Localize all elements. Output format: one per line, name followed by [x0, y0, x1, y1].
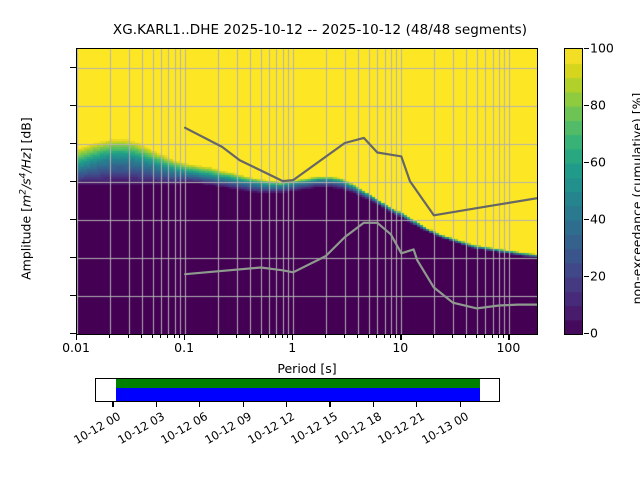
- x-tick-minor: [160, 335, 162, 338]
- colorbar-tick-label: 100: [590, 40, 614, 56]
- timeline-tick-mark: [242, 402, 244, 407]
- colorbar-tick-mark: [584, 219, 589, 221]
- x-tick-minor: [324, 335, 326, 338]
- y-axis-label-s: /s: [18, 178, 34, 190]
- x-tick-minor: [451, 335, 453, 338]
- timeline-tick-mark: [285, 402, 288, 407]
- x-tick-minor: [357, 335, 359, 338]
- x-tick-minor: [127, 335, 129, 338]
- x-tick-minor: [249, 335, 251, 338]
- x-tick-minor: [395, 335, 397, 338]
- x-tick-mark: [292, 335, 294, 340]
- colorbar-tick-label: 0: [590, 325, 598, 341]
- x-tick-minor: [216, 335, 218, 338]
- x-tick-minor: [275, 335, 277, 338]
- nlnm-noise-model-line: [183, 221, 537, 310]
- x-tick-minor: [281, 335, 283, 338]
- y-tick-mark: [70, 67, 76, 69]
- y-axis-label-units: ] [dB]: [18, 117, 34, 153]
- x-tick-label: 0.1: [174, 340, 195, 355]
- x-tick-minor: [389, 335, 391, 338]
- colorbar-tick-label: 20: [590, 268, 606, 284]
- x-tick-minor: [173, 335, 175, 338]
- x-tick-label: 100: [496, 340, 521, 355]
- colorbar-gradient: [565, 49, 582, 334]
- x-tick-minor: [383, 335, 385, 338]
- x-tick-label: 1: [288, 340, 297, 355]
- x-tick-minor: [108, 335, 110, 338]
- noise-model-lines: [183, 126, 537, 310]
- data-coverage-bar: [116, 379, 481, 389]
- colorbar[interactable]: [564, 48, 583, 335]
- x-tick-minor: [151, 335, 153, 338]
- timeline-tick-mark: [329, 402, 331, 407]
- y-tick-mark: [70, 295, 76, 297]
- colorbar-label: non-exceedance (cumulative) [%]: [629, 92, 640, 305]
- x-tick-minor: [343, 335, 345, 338]
- timeline-tick-mark: [199, 402, 201, 407]
- page-title: XG.KARL1..DHE 2025-10-12 -- 2025-10-12 (…: [112, 22, 528, 38]
- timeline-tick-mark: [459, 402, 461, 407]
- x-tick-minor: [497, 335, 499, 338]
- x-tick-minor: [235, 335, 237, 338]
- y-tick-mark: [70, 181, 76, 183]
- x-tick-minor: [376, 335, 378, 338]
- colorbar-tick-label: 80: [590, 97, 606, 113]
- x-tick-label: 0.01: [62, 340, 90, 355]
- colorbar-tick-mark: [584, 162, 589, 164]
- timeline-tick-mark: [372, 402, 374, 407]
- x-tick-minor: [167, 335, 169, 338]
- x-tick-label: 10: [392, 340, 409, 355]
- x-tick-minor: [503, 335, 505, 338]
- timeline-tick-mark: [112, 402, 114, 407]
- plot-gridlines: [77, 49, 537, 334]
- colorbar-tick-label: 60: [590, 154, 606, 170]
- x-tick-mark: [400, 335, 402, 340]
- x-tick-minor: [179, 335, 181, 338]
- y-axis-label-hz: /Hz: [18, 152, 34, 173]
- y-axis-label-text: Amplitude [: [18, 206, 34, 280]
- timeline-tick-mark: [416, 402, 418, 407]
- colorbar-tick-mark: [584, 48, 589, 50]
- x-tick-mark: [184, 335, 186, 340]
- y-axis-label-m-exp: 2: [18, 189, 29, 195]
- colorbar-tick-mark: [584, 276, 589, 278]
- x-axis-label: Period [s]: [277, 361, 337, 376]
- x-tick-mark: [508, 335, 510, 340]
- y-axis-label-m: m: [18, 194, 34, 207]
- y-tick-mark: [70, 333, 76, 335]
- x-tick-minor: [475, 335, 477, 338]
- ppsd-plot-area[interactable]: [76, 48, 538, 335]
- y-tick-mark: [70, 257, 76, 259]
- y-tick-mark: [70, 143, 76, 145]
- psd-segments-bar: [116, 388, 481, 401]
- x-tick-minor: [259, 335, 261, 338]
- y-axis-label-s-exp: 4: [18, 172, 29, 179]
- colorbar-tick-mark: [584, 333, 589, 335]
- x-tick-minor: [268, 335, 270, 338]
- colorbar-tick-label: 40: [590, 211, 606, 227]
- colorbar-tick-mark: [584, 105, 589, 107]
- x-tick-mark: [76, 335, 78, 340]
- timeline-plot-area[interactable]: [95, 378, 500, 402]
- y-axis-label: Amplitude [m2/s4/Hz] [dB]: [18, 69, 33, 329]
- x-tick-minor: [367, 335, 369, 338]
- x-tick-minor: [465, 335, 467, 338]
- y-tick-mark: [70, 219, 76, 221]
- x-tick-minor: [141, 335, 143, 338]
- timeline-tick-mark: [155, 402, 157, 407]
- x-tick-minor: [484, 335, 486, 338]
- y-tick-mark: [70, 105, 76, 107]
- nhnm-noise-model-line: [183, 126, 537, 217]
- x-tick-minor: [287, 335, 289, 338]
- x-tick-minor: [432, 335, 434, 338]
- x-tick-minor: [491, 335, 493, 338]
